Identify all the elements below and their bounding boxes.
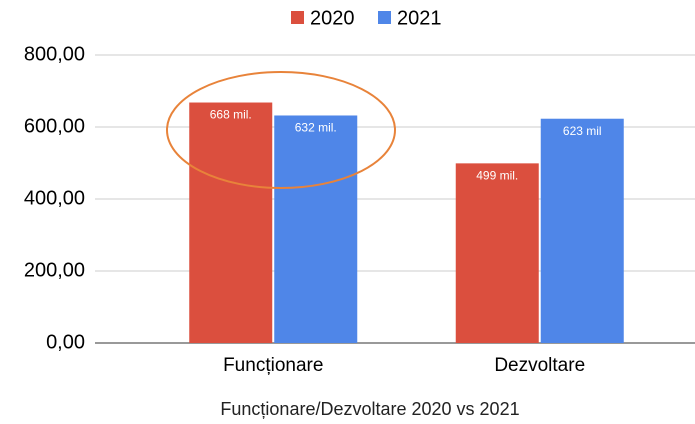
y-tick-label: 600,00 <box>24 115 85 137</box>
bar <box>189 102 273 344</box>
bar <box>455 163 539 343</box>
legend-swatch <box>378 11 391 24</box>
bar <box>274 115 358 343</box>
y-tick-label: 400,00 <box>24 187 85 209</box>
value-label: 668 mil. <box>210 108 252 122</box>
value-label: 632 mil. <box>295 121 337 135</box>
highlight-ellipse <box>166 71 396 189</box>
y-tick-label: 800,00 <box>24 43 85 65</box>
value-label: 623 mil <box>563 124 602 138</box>
legend-swatch <box>291 11 304 24</box>
value-label: 499 mil. <box>476 169 518 183</box>
x-tick-label: Funcționare <box>223 355 323 376</box>
legend-label: 2020 <box>310 7 355 29</box>
y-tick-label: 200,00 <box>24 259 85 281</box>
x-axis-title: Funcționare/Dezvoltare 2020 vs 2021 <box>220 399 519 419</box>
legend-label: 2021 <box>397 7 442 29</box>
x-tick-label: Dezvoltare <box>494 355 585 376</box>
y-tick-label: 0,00 <box>46 331 85 353</box>
bar <box>540 118 624 343</box>
